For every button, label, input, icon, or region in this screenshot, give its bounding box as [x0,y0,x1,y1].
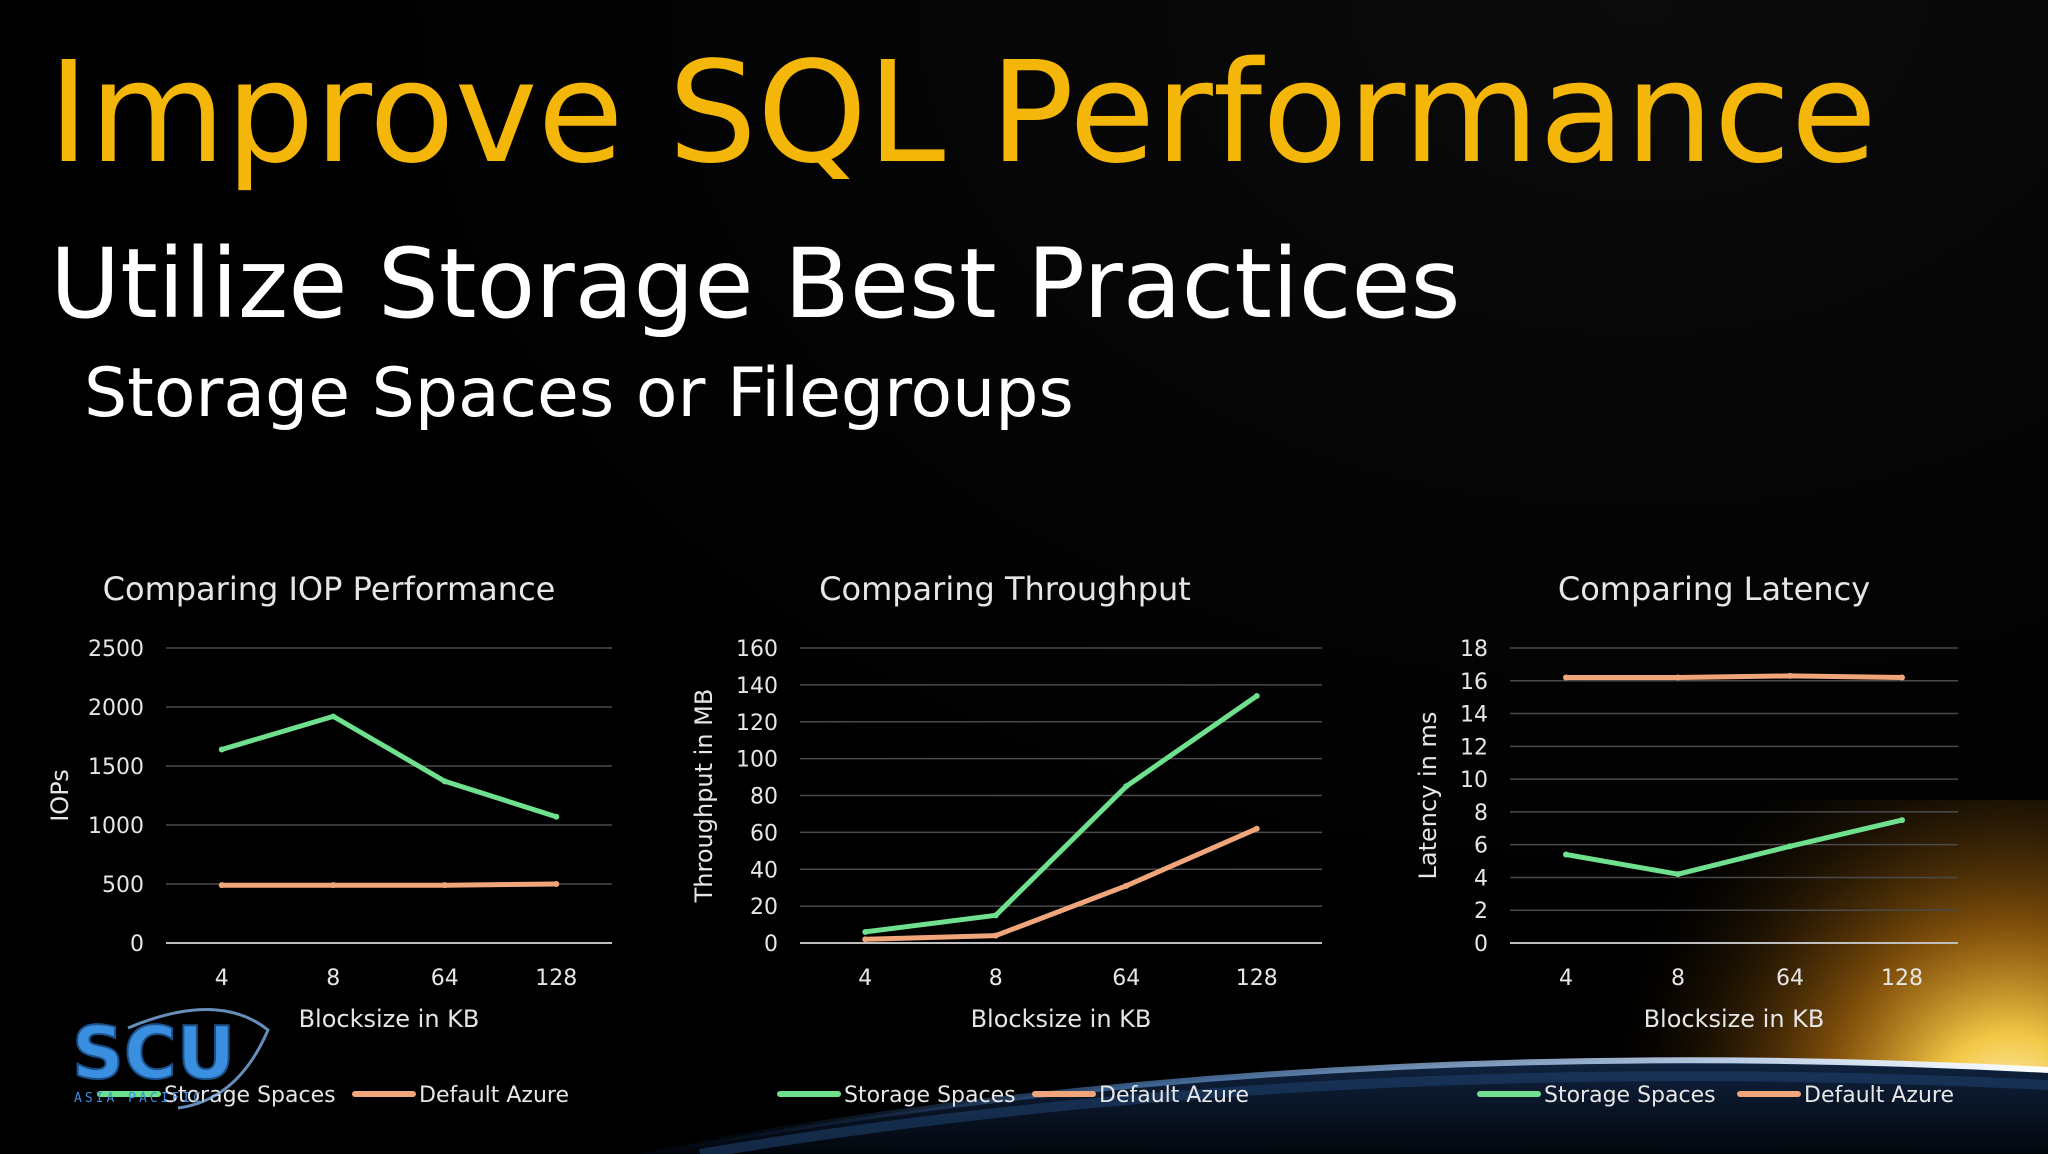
chart-title: Comparing Throughput [819,570,1191,608]
y-tick-label: 4 [1474,866,1488,891]
data-point [1253,825,1260,832]
scu-logo: SCU ASIA PACIFIC [71,1008,270,1110]
data-point [1899,674,1905,681]
data-point [1787,843,1793,850]
x-tick-label: 64 [431,966,459,991]
data-point [441,778,448,785]
y-tick-label: 1000 [88,814,144,839]
y-tick-label: 1500 [88,755,144,780]
y-tick-label: 0 [1474,932,1488,957]
y-tick-label: 100 [736,748,778,773]
data-point [1899,817,1905,824]
series-line-default-azure [219,881,559,888]
data-point [992,932,999,939]
data-point [441,882,448,889]
x-tick-label: 4 [1559,966,1573,991]
chart-2: Comparing Throughput 0 20 40 60 80 100 120 140 16… [690,570,1322,1108]
legend-label: Storage Spaces [844,1083,1016,1108]
data-point [330,713,337,720]
y-tick-label: 60 [750,821,778,846]
x-tick-label: 4 [858,966,872,991]
x-axis-label: Blocksize in KB [1644,1005,1825,1033]
x-tick-label: 8 [989,966,1003,991]
data-point [1675,871,1681,878]
x-tick-label: 128 [1881,966,1923,991]
y-tick-label: 40 [750,858,778,883]
logo-text: SCU [72,1011,235,1095]
y-tick-label: 500 [102,873,144,898]
data-point [330,882,337,889]
data-point [1123,783,1130,790]
x-axis-label: Blocksize in KB [971,1005,1152,1033]
x-tick-label: 64 [1112,966,1140,991]
y-tick-label: 0 [764,932,778,957]
chart-3: Comparing Latency 0 2 4 6 8 10 12 14 16 18 4 8 64 128 B… [1414,570,1958,1108]
chart-1: Comparing IOP Performance 0 500 1000 1500 200… [46,570,612,1108]
legend-label: Storage Spaces [1544,1083,1716,1108]
y-axis-label: Throughput in MB [690,689,718,904]
y-tick-label: 16 [1460,670,1488,695]
legend-label: Default Azure [1804,1083,1954,1108]
data-point [862,936,869,943]
data-point [992,912,999,919]
y-tick-label: 80 [750,785,778,810]
x-tick-label: 8 [326,966,340,991]
data-point [1563,851,1569,858]
x-tick-label: 8 [1671,966,1685,991]
y-axis-label: IOPs [46,769,74,822]
y-axis-label: Latency in ms [1414,712,1442,880]
data-point [1253,692,1260,699]
chart-title: Comparing Latency [1558,570,1870,608]
y-tick-label: 10 [1460,768,1488,793]
y-tick-label: 8 [1474,801,1488,826]
series-line-storage-spaces [1563,817,1905,877]
x-tick-label: 64 [1776,966,1804,991]
data-point [553,813,560,820]
y-tick-label: 12 [1460,735,1488,760]
series-line-storage-spaces [219,713,559,820]
slide-subtitle: Utilize Storage Best Practices [50,228,1461,340]
legend-label: Default Azure [1099,1083,1249,1108]
x-tick-label: 128 [535,966,577,991]
data-point [1787,672,1793,679]
data-point [1675,674,1681,681]
data-point [1123,882,1130,889]
data-point [862,928,869,935]
series-line-storage-spaces [862,693,1260,935]
legend-label: Default Azure [419,1083,569,1108]
data-point [218,746,225,753]
y-tick-label: 14 [1460,703,1488,728]
y-tick-label: 2500 [88,637,144,662]
slide-title: Improve SQL Performance [48,32,1877,195]
data-point [218,882,225,889]
y-tick-label: 140 [736,674,778,699]
data-point [1563,674,1569,681]
slide-subsubtitle: Storage Spaces or Filegroups [84,354,1074,433]
x-tick-label: 128 [1236,966,1278,991]
y-tick-label: 20 [750,895,778,920]
x-tick-label: 4 [215,966,229,991]
y-tick-label: 160 [736,637,778,662]
logo-tagline: ASIA PACIFIC [74,1091,204,1106]
series-line-default-azure [1563,673,1905,680]
x-axis-label: Blocksize in KB [299,1005,480,1033]
series-line-default-azure [862,826,1260,942]
y-tick-label: 120 [736,711,778,736]
y-tick-label: 6 [1474,834,1488,859]
chart-title: Comparing IOP Performance [103,570,556,608]
data-point [553,881,560,887]
y-tick-label: 2 [1474,899,1488,924]
y-tick-label: 18 [1460,637,1488,662]
y-tick-label: 2000 [88,696,144,721]
y-tick-label: 0 [130,932,144,957]
